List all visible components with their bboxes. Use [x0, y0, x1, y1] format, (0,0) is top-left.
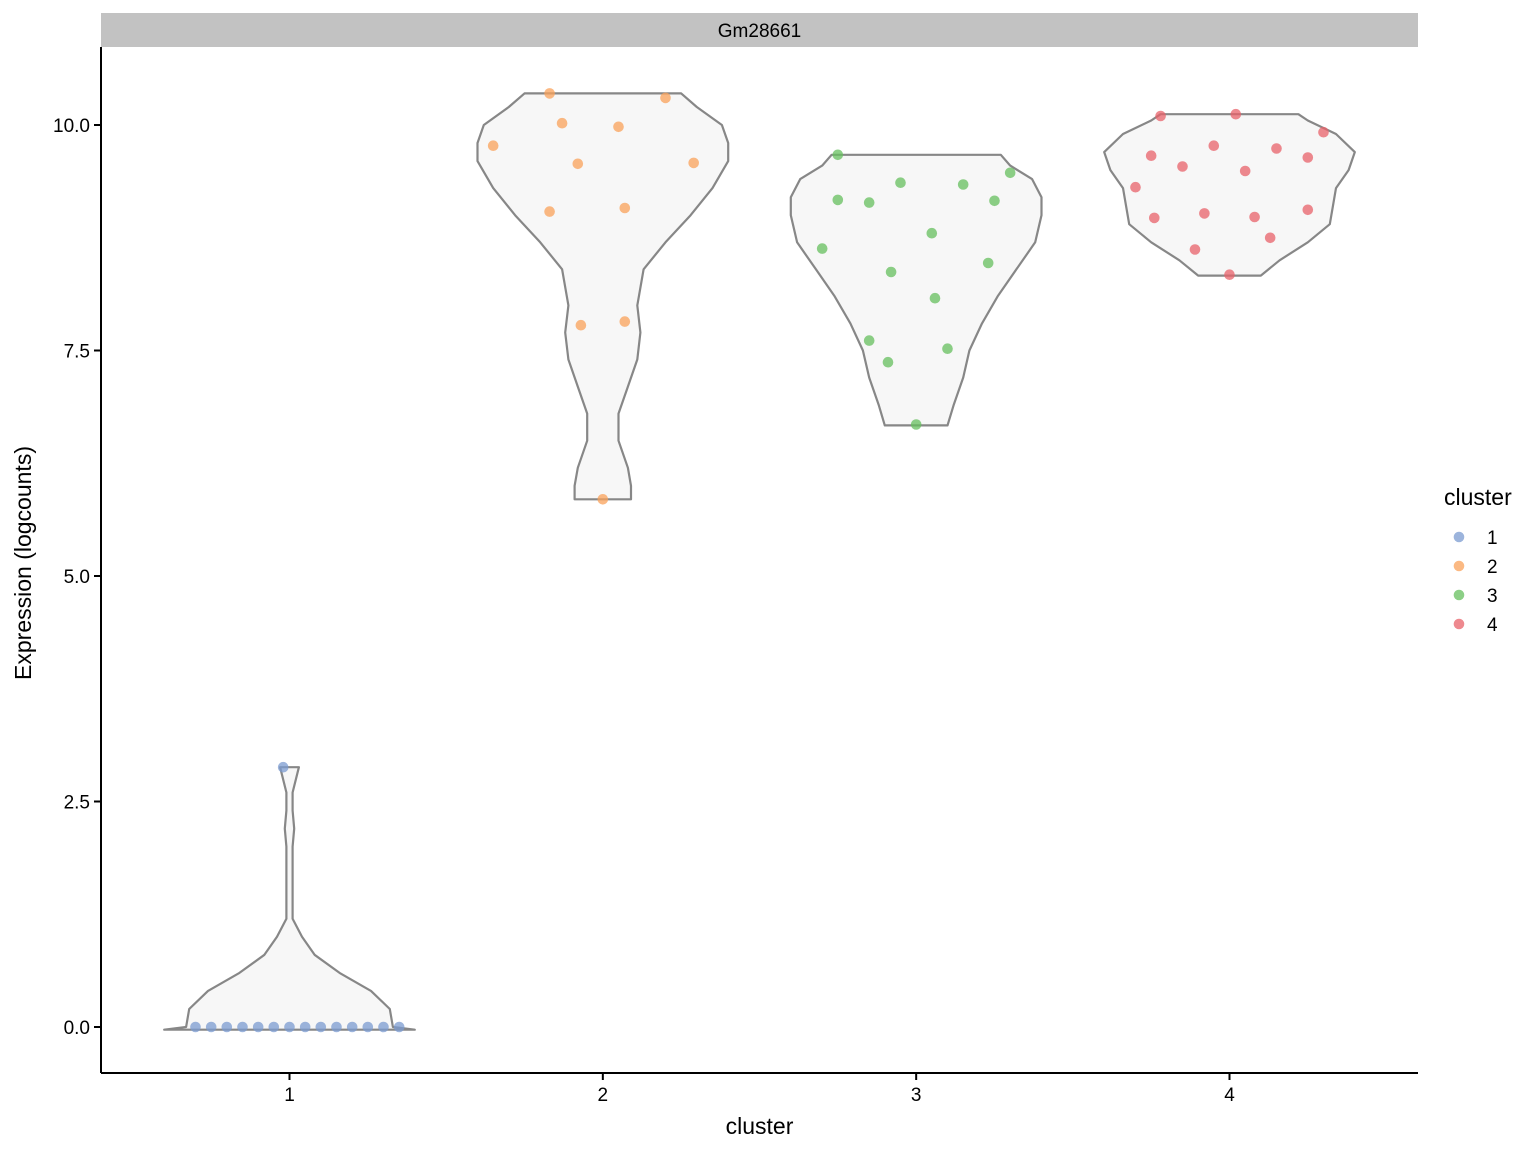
data-point-cluster-1 [205, 1021, 217, 1033]
data-point-cluster-3 [929, 292, 941, 304]
legend: cluster 1 2 3 4 [1444, 484, 1512, 636]
data-point-cluster-3 [882, 356, 894, 368]
data-point-cluster-4 [1224, 269, 1235, 281]
legend-key-3 [1453, 589, 1465, 601]
data-point-cluster-2 [487, 140, 499, 151]
data-point-cluster-2 [544, 206, 555, 217]
data-point-cluster-1 [221, 1021, 233, 1033]
legend-key-2 [1453, 560, 1465, 572]
data-point-cluster-2 [556, 117, 568, 129]
data-point-cluster-3 [957, 179, 969, 190]
data-point-cluster-4 [1155, 110, 1166, 122]
data-point-cluster-3 [832, 194, 844, 206]
data-point-cluster-2 [544, 88, 555, 99]
data-point-cluster-4 [1199, 208, 1210, 219]
data-point-cluster-3 [863, 335, 875, 346]
legend-label-1: 1 [1487, 528, 1498, 549]
y-tick-label: 2.5 [64, 793, 90, 814]
x-tick-label: 1 [284, 1085, 295, 1106]
data-point-cluster-3 [989, 195, 1000, 207]
data-point-cluster-4 [1149, 212, 1160, 224]
legend-label-2: 2 [1487, 557, 1498, 578]
data-point-cluster-3 [926, 227, 938, 239]
data-point-cluster-4 [1208, 140, 1220, 151]
data-point-cluster-3 [832, 149, 844, 161]
legend-key-1 [1453, 531, 1465, 543]
data-point-cluster-3 [910, 419, 922, 430]
data-point-cluster-1 [237, 1021, 248, 1033]
legend-label-4: 4 [1487, 615, 1498, 636]
data-point-cluster-2 [660, 92, 671, 104]
legend-title: cluster [1444, 484, 1512, 510]
data-point-cluster-3 [816, 243, 828, 254]
data-point-cluster-3 [895, 177, 906, 188]
data-point-cluster-1 [346, 1021, 358, 1033]
data-point-cluster-2 [597, 494, 609, 505]
violin-cluster-2 [476, 92, 730, 501]
data-point-cluster-4 [1189, 244, 1201, 255]
data-point-cluster-1 [268, 1021, 280, 1033]
x-axis-title: cluster [726, 1113, 794, 1139]
y-tick-label: 5.0 [64, 567, 90, 588]
data-point-cluster-3 [1004, 167, 1016, 179]
y-axis-title: Expression (logcounts) [10, 446, 36, 680]
data-point-cluster-1 [315, 1021, 327, 1033]
y-tick-label: 0.0 [64, 1018, 90, 1039]
data-point-cluster-2 [619, 316, 631, 327]
data-point-cluster-2 [575, 319, 587, 331]
data-point-cluster-1 [393, 1021, 405, 1033]
data-point-cluster-2 [613, 121, 624, 133]
violin-cluster-1 [163, 766, 416, 1031]
data-point-cluster-4 [1230, 108, 1242, 120]
legend-label-3: 3 [1487, 586, 1498, 607]
data-point-cluster-2 [572, 158, 584, 170]
y-tick-label: 10.0 [53, 116, 90, 137]
axes-layer: 0.0 2.5 5.0 7.5 10.0 1 2 3 4 [53, 47, 1418, 1106]
data-point-cluster-3 [982, 257, 994, 269]
violin-layer [163, 92, 1356, 1031]
x-tick-label: 3 [911, 1085, 922, 1106]
x-tick-label: 4 [1224, 1085, 1235, 1106]
data-point-cluster-3 [885, 266, 897, 278]
data-point-cluster-4 [1302, 204, 1314, 216]
data-point-cluster-4 [1145, 150, 1157, 161]
data-point-cluster-4 [1130, 181, 1141, 193]
data-point-cluster-4 [1318, 126, 1329, 138]
data-point-cluster-4 [1239, 165, 1251, 177]
facet-title: Gm28661 [718, 21, 801, 42]
data-point-cluster-4 [1264, 232, 1276, 244]
data-point-cluster-1 [331, 1021, 342, 1033]
data-point-cluster-1 [252, 1021, 264, 1033]
data-point-cluster-1 [299, 1021, 311, 1033]
data-point-cluster-4 [1302, 152, 1314, 163]
data-point-cluster-1 [362, 1021, 374, 1033]
violin-cluster-4 [1103, 113, 1356, 277]
legend-key-4 [1453, 618, 1465, 630]
data-point-cluster-4 [1271, 143, 1282, 154]
data-point-cluster-1 [378, 1021, 389, 1033]
data-point-cluster-2 [619, 202, 631, 214]
point-layer [190, 88, 1329, 1033]
facet-strip [101, 13, 1418, 47]
data-point-cluster-4 [1177, 161, 1188, 172]
data-point-cluster-3 [863, 197, 875, 208]
data-point-cluster-4 [1249, 211, 1260, 223]
x-tick-label: 2 [598, 1085, 609, 1106]
data-point-cluster-1 [284, 1021, 295, 1033]
data-point-cluster-1 [277, 761, 289, 773]
violin-cluster-3 [789, 153, 1043, 427]
data-point-cluster-2 [688, 157, 699, 169]
data-point-cluster-3 [942, 343, 953, 355]
data-point-cluster-1 [190, 1021, 201, 1033]
y-tick-label: 7.5 [64, 342, 90, 363]
